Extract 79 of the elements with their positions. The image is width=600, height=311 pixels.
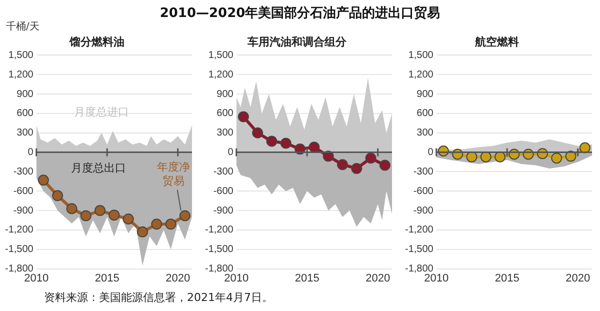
point <box>179 210 190 222</box>
point <box>351 162 362 174</box>
y-tick-label: -1,800 <box>4 264 34 275</box>
point <box>266 136 278 147</box>
x-tick-label: 2015 <box>94 272 120 284</box>
y-tick-label: 300 <box>216 128 234 139</box>
y-tick-label: 1,200 <box>8 69 34 80</box>
y-tick-label: 0 <box>28 147 34 158</box>
point <box>280 138 292 149</box>
point <box>551 152 562 164</box>
x-tick-label: 2010 <box>24 272 49 284</box>
y-tick-label: 600 <box>16 108 34 120</box>
y-tick-label: 300 <box>416 128 434 139</box>
y-tick-label: 600 <box>416 108 434 120</box>
point <box>252 127 264 138</box>
point <box>52 190 64 202</box>
point <box>336 159 348 170</box>
y-tick-label: -1,200 <box>204 224 234 236</box>
x-tick-label: 2020 <box>166 272 190 284</box>
x-tick-label: 2020 <box>566 272 590 284</box>
y-tick-label: 300 <box>16 128 34 139</box>
y-tick-label: -1,500 <box>204 244 234 256</box>
point <box>94 205 106 216</box>
point <box>308 142 320 153</box>
point <box>108 210 120 221</box>
y-tick-label: -300 <box>413 166 434 178</box>
y-tick-label: 1,200 <box>208 69 234 80</box>
chart-title: 航空燃料 <box>474 35 519 48</box>
y-tick-label: -1,800 <box>204 264 234 275</box>
y-axis-title: 千桶/天 <box>6 20 40 33</box>
y-tick-label: -600 <box>213 186 234 197</box>
point <box>151 218 162 230</box>
point <box>136 226 148 238</box>
point <box>579 142 590 154</box>
point <box>365 152 376 164</box>
y-tick-label: 1,500 <box>408 50 434 61</box>
point <box>122 213 134 224</box>
y-tick-label: 600 <box>216 108 234 120</box>
point <box>38 174 49 186</box>
chart-title: 馏分燃料油 <box>68 35 124 48</box>
x-tick-label: 2010 <box>424 272 449 284</box>
text: 2010—2020年美国部分石油产品的进出口贸易 <box>158 4 442 22</box>
y-tick-label: -300 <box>213 166 234 178</box>
text: 年度净贸易 <box>156 160 190 188</box>
point <box>165 218 176 230</box>
x-tick-label: 2010 <box>224 272 249 284</box>
y-tick-label: -1,500 <box>404 244 434 256</box>
y-tick-label: -600 <box>13 186 34 197</box>
y-tick-label: 900 <box>416 88 434 100</box>
y-tick-label: -1,800 <box>404 264 434 275</box>
y-tick-label: 1,200 <box>408 69 434 80</box>
x-tick-label: 2015 <box>294 272 320 284</box>
point <box>466 151 478 162</box>
y-tick-label: 900 <box>16 88 34 100</box>
y-tick-label: 0 <box>228 147 234 158</box>
point <box>66 203 78 214</box>
point <box>80 210 92 222</box>
y-tick-label: -900 <box>413 205 434 216</box>
y-tick-label: 900 <box>216 88 234 100</box>
series-label: 月度总出口 <box>71 161 126 174</box>
y-tick-label: -900 <box>213 205 234 216</box>
point <box>379 160 390 171</box>
y-tick-label: -600 <box>413 186 434 197</box>
y-tick-label: 1,500 <box>8 50 34 61</box>
y-tick-label: -1,500 <box>4 244 34 256</box>
point <box>238 111 249 122</box>
y-tick-label: -1,200 <box>404 224 434 236</box>
text: 资料来源：美国能源信息署，2021年4月7日。 <box>44 290 273 305</box>
y-tick-label: -300 <box>13 166 34 178</box>
series-label: 月度总进口 <box>74 106 130 119</box>
x-tick-label: 2020 <box>366 272 390 284</box>
x-tick-label: 2015 <box>494 272 520 284</box>
y-tick-label: 1,500 <box>208 50 234 61</box>
y-tick-label: 0 <box>428 147 434 158</box>
chart-title: 车用汽油和调合组分 <box>246 35 348 48</box>
y-tick-label: -1,200 <box>4 224 34 236</box>
point <box>494 151 506 162</box>
point <box>480 151 492 162</box>
y-tick-label: -900 <box>13 205 34 216</box>
